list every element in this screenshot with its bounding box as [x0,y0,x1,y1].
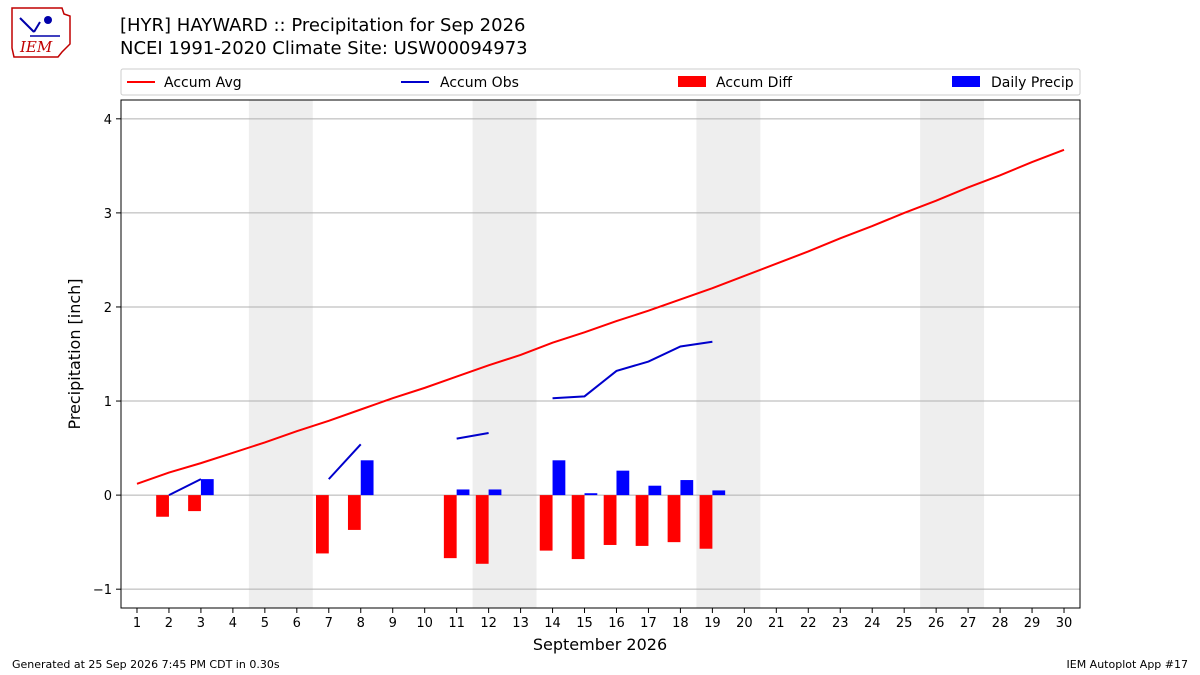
daily-precip-bar-12 [488,489,502,496]
footer-app: IEM Autoplot App #17 [1067,658,1189,671]
accum-diff-bar-3 [188,495,201,512]
x-tick-label-11: 12 [480,616,497,631]
accum-obs-line-segment-2 [456,432,489,440]
y-tick-label-3: 2 [104,301,112,316]
legend-accum-avg-label: Accum Avg [164,75,242,91]
x-tick-label-7: 8 [357,616,365,631]
accum-diff-bar-11 [443,495,457,559]
daily-precip-bar-11 [456,489,470,496]
x-tick-label-28: 29 [1024,616,1041,631]
accum-diff-bar-7 [315,495,329,554]
legend-accum-diff-label: Accum Diff [716,75,792,91]
accum-obs-line-segment-3 [552,340,713,400]
x-tick-label-2: 3 [197,616,205,631]
accum-obs-line-segment-0 [168,478,202,497]
x-tick-label-12: 13 [512,616,529,631]
logo-text: IEM [19,38,53,56]
daily-precip-bar-19 [712,490,726,496]
x-tick-label-10: 11 [448,616,465,631]
x-tick-label-18: 19 [704,616,721,631]
accum-diff-bar-2 [156,495,169,517]
weekend-shading [248,100,985,608]
daily-precip-bar-14 [552,460,566,496]
plot-frame [120,99,1081,609]
accum-diff-bar-16 [603,495,617,545]
x-tick-label-4: 5 [261,616,269,631]
y-tick-label-1: 0 [104,489,112,504]
x-axis-label: September 2026 [533,635,667,654]
accum-obs-line-segment-1 [328,443,362,480]
x-tick-label-9: 10 [416,616,433,631]
x-tick-label-20: 21 [768,616,785,631]
daily-precip-bar-18 [680,480,694,496]
x-tick-label-22: 23 [832,616,849,631]
x-tick-label-17: 18 [672,616,689,631]
y-tick-label-0: −1 [93,583,112,598]
weekend-shade-3 [920,100,985,608]
y-axis-label: Precipitation [inch] [65,278,84,429]
x-tick-label-13: 14 [544,616,561,631]
legend: Accum Avg Accum Obs Accum Diff Daily Pre… [120,68,1081,96]
x-tick-label-21: 22 [800,616,817,631]
bar-marks [156,460,726,564]
x-tick-label-8: 9 [389,616,397,631]
accum-diff-bar-17 [635,495,649,546]
accum-avg-line-segment-0 [136,148,1065,485]
line-marks [136,148,1065,497]
x-axis-ticks: 1 2 3 4 5 6 7 8 9 10 11 12 13 14 15 16 17 18 19 20 21 22 23 24 2… [133,608,1072,631]
x-tick-label-26: 27 [960,616,977,631]
daily-precip-bar-8 [360,460,374,496]
accum-diff-bar-14 [539,495,553,551]
y-tick-label-2: 1 [104,395,112,410]
x-tick-label-5: 6 [293,616,301,631]
x-tick-label-27: 28 [992,616,1009,631]
accum-diff-bar-12 [475,495,489,564]
x-tick-label-3: 4 [229,616,237,631]
daily-precip-bar-3 [200,479,214,496]
accum-diff-bar-8 [347,495,361,530]
y-tick-label-4: 3 [104,207,112,222]
x-tick-label-29: 30 [1056,616,1073,631]
daily-precip-bar-15 [584,493,598,496]
x-tick-label-23: 24 [864,616,881,631]
chart-title: [HYR] HAYWARD :: Precipitation for Sep 2… [120,15,525,36]
daily-precip-bar-16 [616,470,630,496]
x-tick-label-25: 26 [928,616,945,631]
x-tick-label-6: 7 [325,616,333,631]
x-tick-label-19: 20 [736,616,753,631]
x-tick-label-15: 16 [608,616,625,631]
gridlines [121,118,1080,590]
legend-accum-obs-label: Accum Obs [440,75,519,91]
accum-diff-bar-15 [571,495,585,560]
legend-daily-precip-label: Daily Precip [991,75,1074,91]
x-tick-label-0: 1 [133,616,141,631]
accum-diff-bar-18 [667,495,681,543]
footer-generated: Generated at 25 Sep 2026 7:45 PM CDT in … [12,658,280,671]
x-tick-label-1: 2 [165,616,173,631]
iem-logo: IEM [11,7,71,58]
x-tick-label-16: 17 [640,616,657,631]
daily-precip-bar-17 [648,485,662,496]
legend-daily-precip-swatch [952,76,980,87]
accum-diff-bar-19 [699,495,713,549]
chart-subtitle: NCEI 1991-2020 Climate Site: USW00094973 [120,38,528,59]
y-tick-label-5: 4 [104,113,112,128]
x-tick-label-14: 15 [576,616,593,631]
x-tick-label-24: 25 [896,616,913,631]
legend-accum-diff-swatch [678,76,706,87]
weekend-shade-0 [248,100,313,608]
y-axis-ticks: −1 0 1 2 3 4 [93,113,121,598]
